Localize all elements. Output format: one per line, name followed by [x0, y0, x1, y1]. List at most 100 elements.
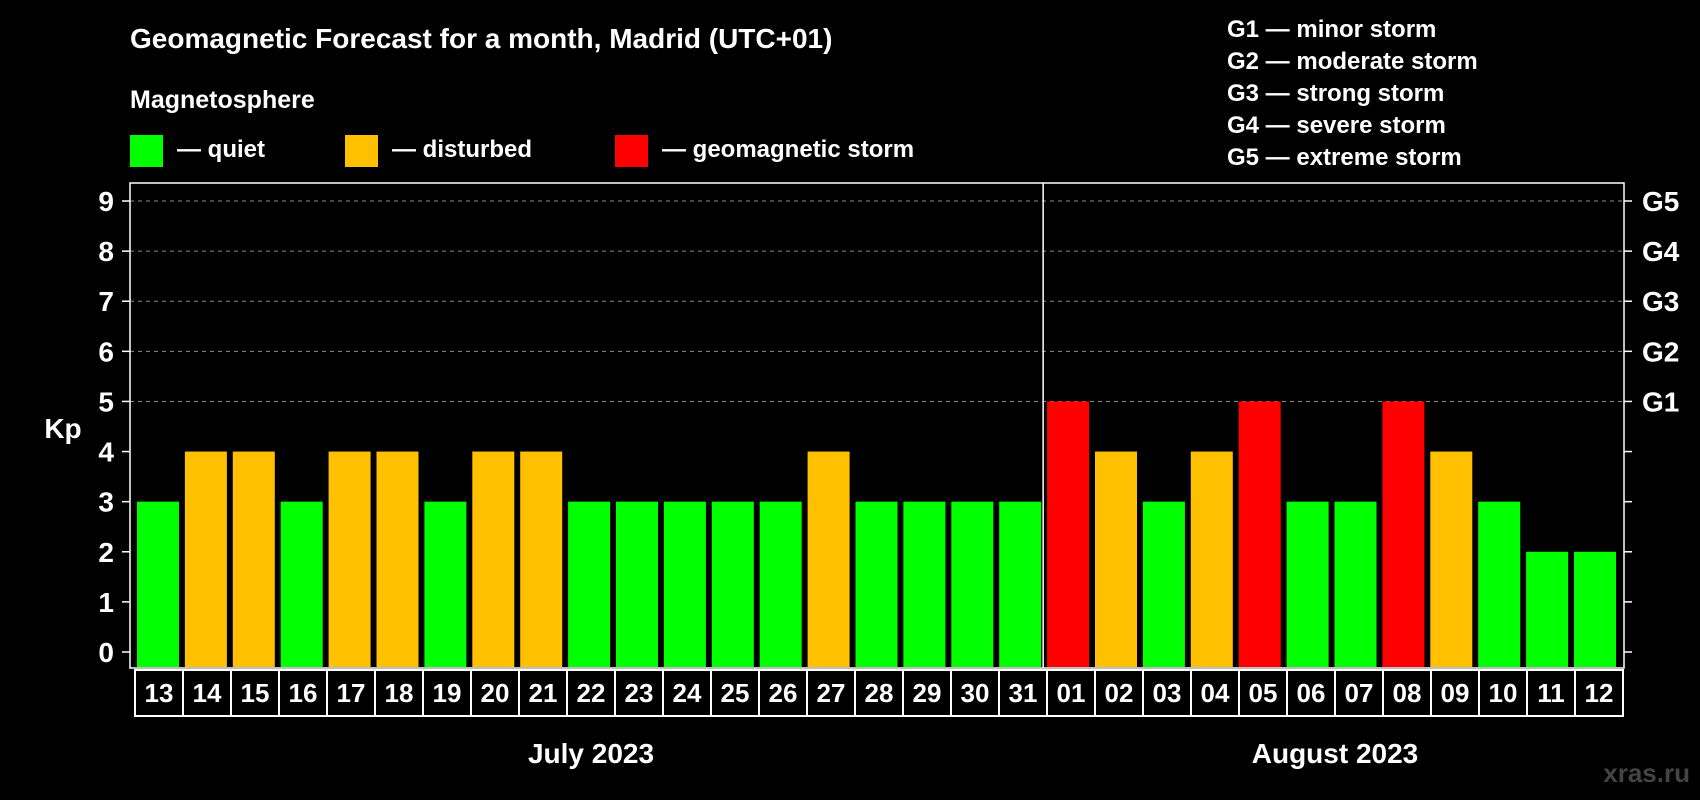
month-labels: July 2023 August 2023: [528, 738, 1418, 769]
x-tick-label: 21: [529, 678, 558, 708]
bar-27: [807, 451, 850, 667]
bar-20: [472, 451, 515, 667]
legend-swatch-quiet: [130, 135, 163, 167]
plot-frame: [129, 182, 1625, 669]
bars: [137, 401, 1616, 667]
legend-label-quiet: — quiet: [177, 136, 265, 163]
x-tick-label: 02: [1105, 678, 1134, 708]
storm-scale-item: G5 — extreme storm: [1227, 144, 1462, 171]
storm-scale-item: G1 — minor storm: [1227, 16, 1436, 43]
right-axis-label-G4: G4: [1642, 236, 1680, 267]
legend-heading: Magnetosphere: [130, 86, 315, 114]
x-tick-label: 19: [433, 678, 462, 708]
x-tick-label: 01: [1057, 678, 1086, 708]
x-tick-label: 09: [1441, 678, 1470, 708]
right-axis-label-G5: G5: [1642, 186, 1679, 217]
x-tick-label: 16: [289, 678, 318, 708]
y-tick-label: 5: [98, 386, 114, 417]
y-tick-label: 4: [98, 437, 114, 468]
x-tick-label: 08: [1393, 678, 1422, 708]
bar-12: [1574, 551, 1616, 667]
bar-31: [999, 501, 1042, 667]
x-tick-label: 29: [913, 678, 942, 708]
y-tick-label: 6: [98, 336, 114, 367]
bar-06: [1286, 501, 1329, 667]
storm-scale-item: G3 — strong storm: [1227, 80, 1444, 107]
bar-03: [1142, 501, 1185, 667]
legend-swatch-storm: [615, 135, 648, 167]
x-tick-label: 06: [1297, 678, 1326, 708]
bar-01: [1047, 401, 1090, 667]
y-tick-label: 2: [98, 537, 114, 568]
x-tick-label: 26: [769, 678, 798, 708]
bar-14: [184, 451, 227, 667]
storm-scale-legend: G1 — minor storm G2 — moderate storm G3 — …: [1227, 16, 1478, 171]
x-tick-label: 13: [145, 678, 174, 708]
bar-11: [1526, 551, 1569, 667]
bar-08: [1382, 401, 1425, 667]
x-tick-label: 12: [1585, 678, 1614, 708]
bar-13: [137, 501, 179, 667]
x-tick-label: 07: [1345, 678, 1374, 708]
x-tick-label: 18: [385, 678, 414, 708]
x-tick-label: 14: [193, 678, 222, 708]
watermark: xras.ru: [1603, 758, 1690, 788]
month-label: July 2023: [528, 738, 654, 769]
legend: — quiet — disturbed — geomagnetic storm: [130, 135, 914, 167]
bar-02: [1095, 451, 1137, 667]
bar-04: [1190, 451, 1233, 667]
bar-18: [376, 451, 419, 667]
x-tick-label: 04: [1201, 678, 1230, 708]
y-tick-label: 3: [98, 487, 114, 518]
bar-29: [903, 501, 946, 667]
y-tick-label: 7: [98, 286, 114, 317]
x-tick-label: 22: [577, 678, 606, 708]
bar-26: [759, 501, 802, 667]
x-tick-label: 15: [241, 678, 270, 708]
y-tick-label: 0: [98, 637, 114, 668]
right-axis-label-G3: G3: [1642, 286, 1679, 317]
x-tick-label: 03: [1153, 678, 1182, 708]
legend-label-storm: — geomagnetic storm: [662, 136, 914, 163]
bar-10: [1478, 501, 1521, 667]
right-axis-label-G1: G1: [1642, 386, 1679, 417]
bar-19: [424, 501, 467, 667]
bar-07: [1334, 501, 1377, 667]
bar-16: [280, 501, 323, 667]
x-axis-labels: 13 14 15 16 17 18 19 20 21 22 23 24 25 26 27 28 29 30 31 01…: [134, 669, 1624, 717]
bar-23: [616, 501, 658, 667]
x-tick-label: 30: [961, 678, 990, 708]
bar-09: [1430, 451, 1473, 667]
bar-25: [711, 501, 754, 667]
y-tick-label: 8: [98, 236, 114, 267]
right-axis: G1 G2 G3 G4 G5: [1624, 186, 1680, 653]
storm-scale-item: G2 — moderate storm: [1227, 48, 1478, 75]
x-tick-label: 31: [1009, 678, 1038, 708]
legend-label-disturbed: — disturbed: [392, 136, 532, 163]
x-tick-label: 17: [337, 678, 366, 708]
y-axis-label: Kp: [44, 413, 81, 444]
bar-15: [232, 451, 275, 667]
bar-21: [520, 451, 563, 667]
bar-22: [568, 501, 611, 667]
bar-17: [328, 451, 371, 667]
x-tick-label: 11: [1537, 678, 1565, 708]
y-tick-label: 9: [98, 186, 114, 217]
x-label-frame: [134, 669, 1624, 717]
month-label: August 2023: [1252, 738, 1419, 769]
x-tick-label: 05: [1249, 678, 1278, 708]
x-tick-label: 24: [673, 678, 702, 708]
x-tick-label: 23: [625, 678, 654, 708]
bar-30: [951, 501, 994, 667]
x-tick-label: 27: [817, 678, 846, 708]
bar-28: [855, 501, 898, 667]
storm-scale-item: G4 — severe storm: [1227, 112, 1446, 139]
grid-lines: [130, 183, 1624, 668]
right-axis-label-G2: G2: [1642, 336, 1679, 367]
y-axis: 0 1 2 3 4 5 6 7 8 9: [98, 186, 130, 668]
x-tick-label: 28: [865, 678, 894, 708]
x-tick-label: 25: [721, 678, 750, 708]
bar-05: [1238, 401, 1281, 667]
y-tick-label: 1: [98, 587, 114, 618]
